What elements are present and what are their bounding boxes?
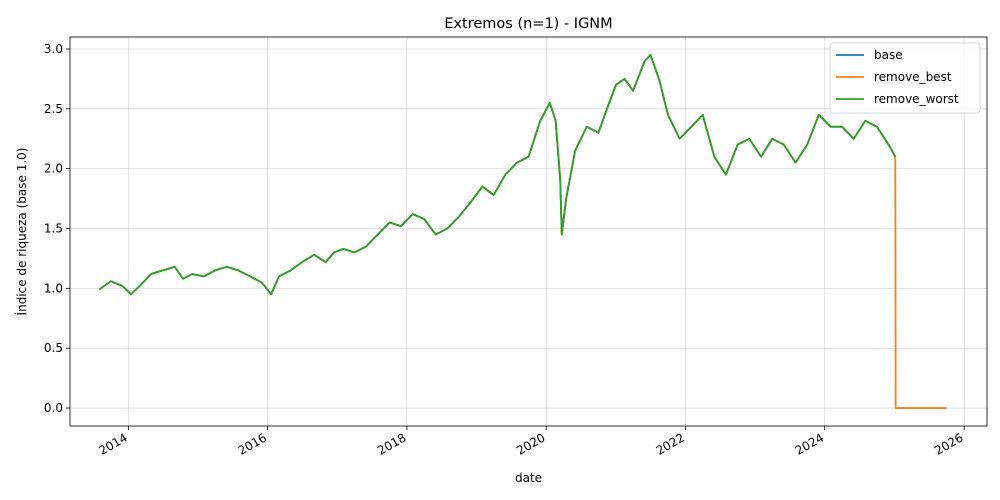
x-axis-label: date bbox=[515, 471, 542, 485]
y-tick-label: 0.5 bbox=[44, 341, 63, 355]
legend-label-remove-worst: remove_worst bbox=[874, 92, 959, 106]
y-axis-label: Índice de riqueza (base 1.0) bbox=[14, 148, 29, 316]
series-lines bbox=[98, 54, 947, 409]
legend-label-remove-best: remove_best bbox=[874, 70, 952, 84]
y-tick-label: 1.0 bbox=[44, 281, 63, 295]
y-tick-label: 1.5 bbox=[44, 222, 63, 236]
legend-label-base: base bbox=[874, 48, 903, 62]
legend: base remove_best remove_worst bbox=[829, 42, 981, 114]
y-tick-label: 3.0 bbox=[44, 42, 63, 56]
y-tick-label: 0.0 bbox=[44, 401, 63, 415]
series-line-remove-worst bbox=[98, 54, 897, 296]
y-tick-label: 2.0 bbox=[44, 162, 63, 176]
plot-frame bbox=[69, 36, 988, 427]
legend-box bbox=[829, 42, 981, 114]
chart-title: Extremos (n=1) - IGNM bbox=[444, 16, 612, 32]
y-tick-label: 2.5 bbox=[44, 102, 63, 116]
